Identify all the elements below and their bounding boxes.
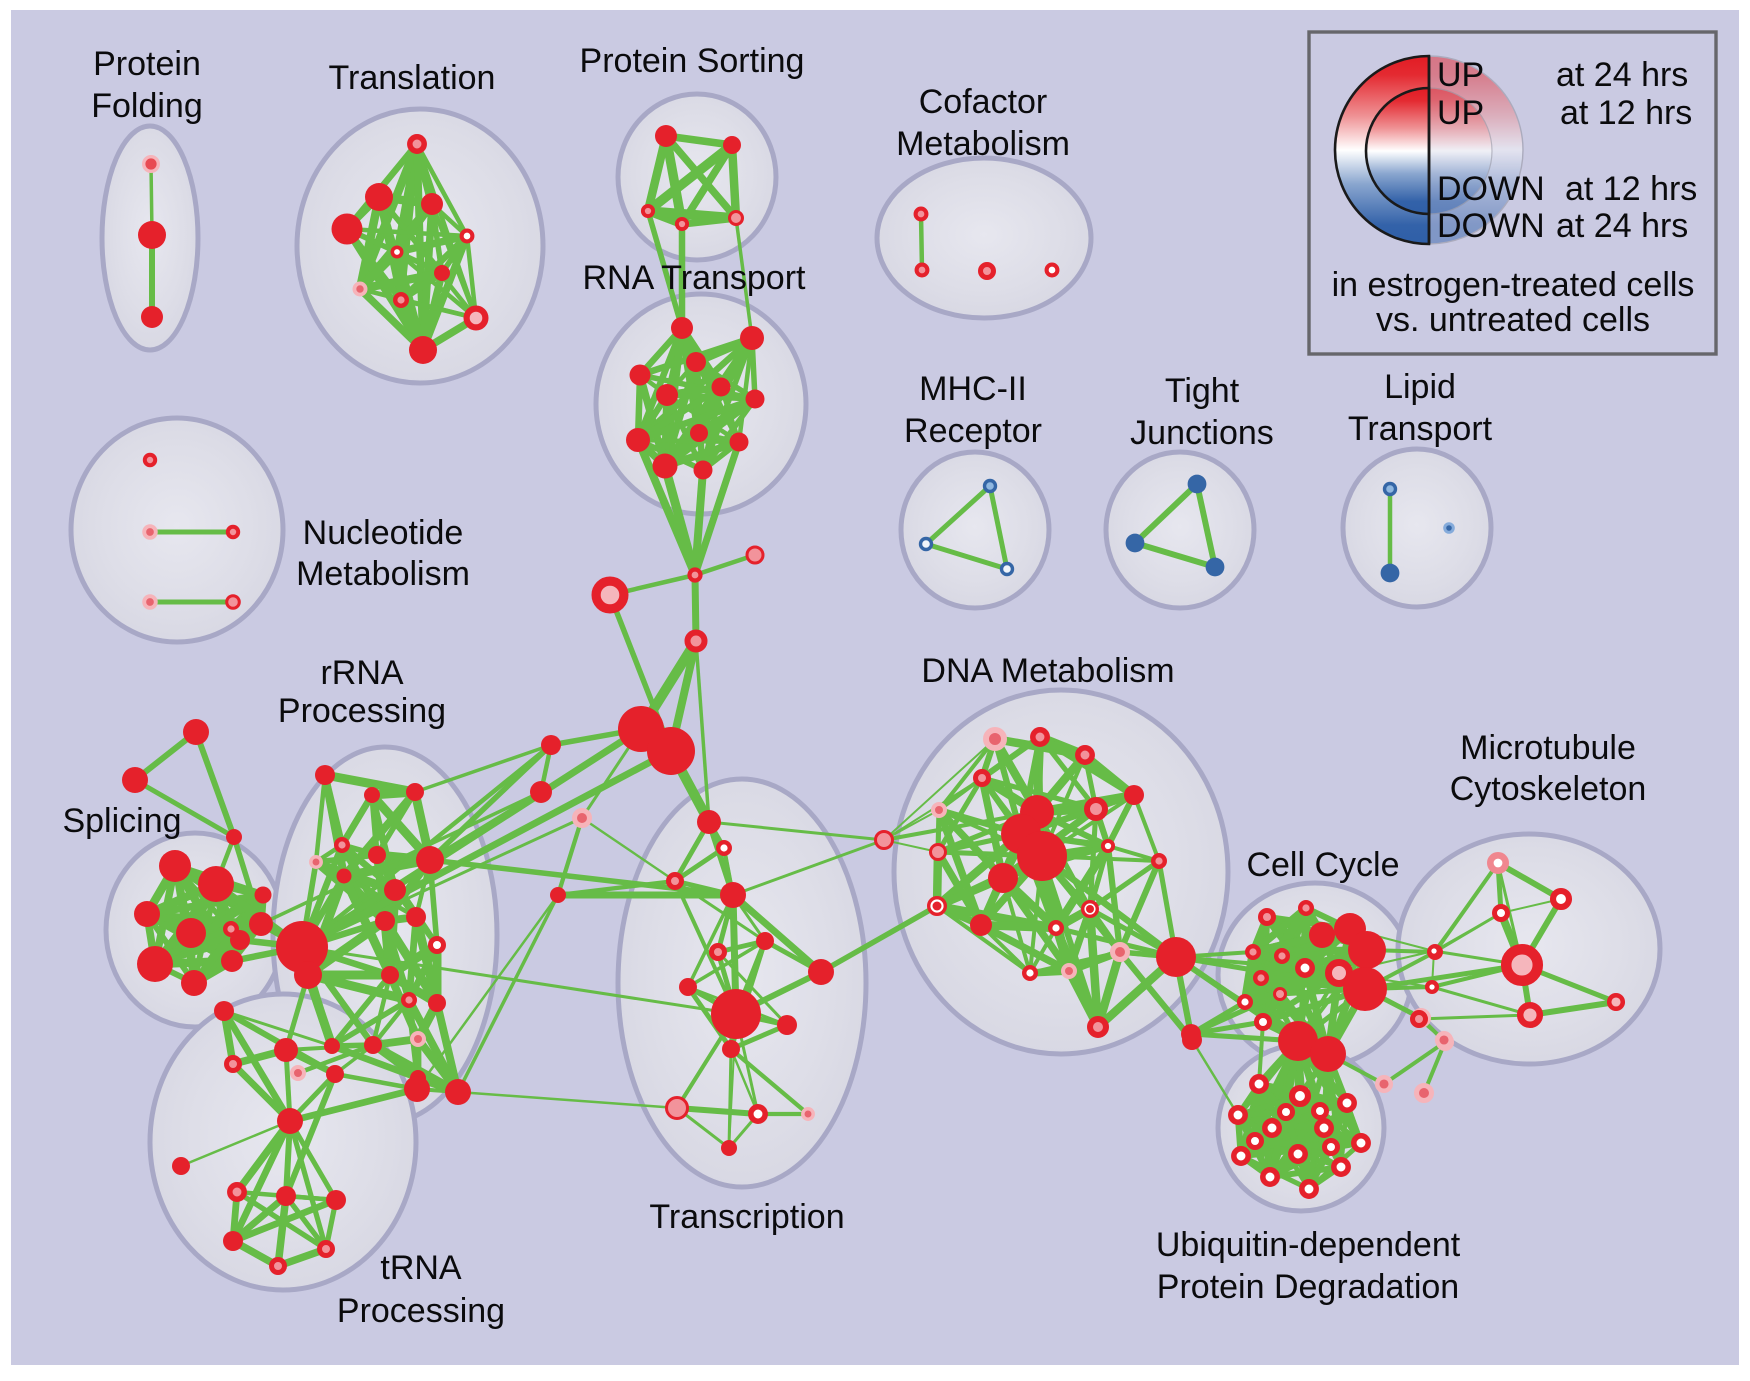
svg-text:Folding: Folding	[91, 87, 203, 125]
svg-text:vs. untreated cells: vs. untreated cells	[1376, 301, 1650, 339]
svg-text:tRNA: tRNA	[380, 1249, 462, 1287]
svg-text:rRNA: rRNA	[320, 654, 403, 692]
svg-text:Lipid: Lipid	[1384, 368, 1456, 406]
svg-text:DOWN: DOWN	[1437, 170, 1545, 208]
svg-text:Nucleotide: Nucleotide	[303, 514, 464, 552]
svg-text:Translation: Translation	[329, 59, 496, 97]
svg-text:RNA Transport: RNA Transport	[583, 259, 807, 297]
svg-text:Splicing: Splicing	[62, 802, 181, 840]
svg-text:UP: UP	[1437, 94, 1484, 132]
svg-text:Metabolism: Metabolism	[296, 555, 470, 593]
svg-text:Transport: Transport	[1348, 410, 1493, 448]
svg-text:Cytoskeleton: Cytoskeleton	[1450, 770, 1647, 808]
svg-text:Cofactor: Cofactor	[919, 83, 1048, 121]
svg-text:Ubiquitin-dependent: Ubiquitin-dependent	[1156, 1226, 1461, 1264]
svg-text:Processing: Processing	[278, 692, 446, 730]
svg-text:at 24 hrs: at 24 hrs	[1556, 207, 1688, 245]
svg-text:at 12 hrs: at 12 hrs	[1560, 94, 1692, 132]
svg-text:Protein Degradation: Protein Degradation	[1157, 1268, 1459, 1306]
svg-text:DNA Metabolism: DNA Metabolism	[921, 652, 1174, 690]
svg-text:at 24 hrs: at 24 hrs	[1556, 56, 1688, 94]
svg-text:Metabolism: Metabolism	[896, 125, 1070, 163]
svg-text:UP: UP	[1437, 56, 1484, 94]
svg-text:Processing: Processing	[337, 1292, 505, 1330]
svg-text:at 12 hrs: at 12 hrs	[1565, 170, 1697, 208]
svg-text:Protein: Protein	[93, 45, 201, 83]
svg-text:Junctions: Junctions	[1130, 414, 1274, 452]
svg-text:MHC-II: MHC-II	[919, 370, 1027, 408]
svg-text:DOWN: DOWN	[1437, 207, 1545, 245]
svg-text:Tight: Tight	[1165, 372, 1240, 410]
svg-text:Transcription: Transcription	[649, 1198, 844, 1236]
svg-text:Cell Cycle: Cell Cycle	[1246, 846, 1399, 884]
svg-text:in estrogen-treated cells: in estrogen-treated cells	[1332, 266, 1695, 304]
svg-text:Receptor: Receptor	[904, 412, 1042, 450]
svg-text:Protein Sorting: Protein Sorting	[580, 42, 805, 80]
svg-text:Microtubule: Microtubule	[1460, 729, 1636, 767]
